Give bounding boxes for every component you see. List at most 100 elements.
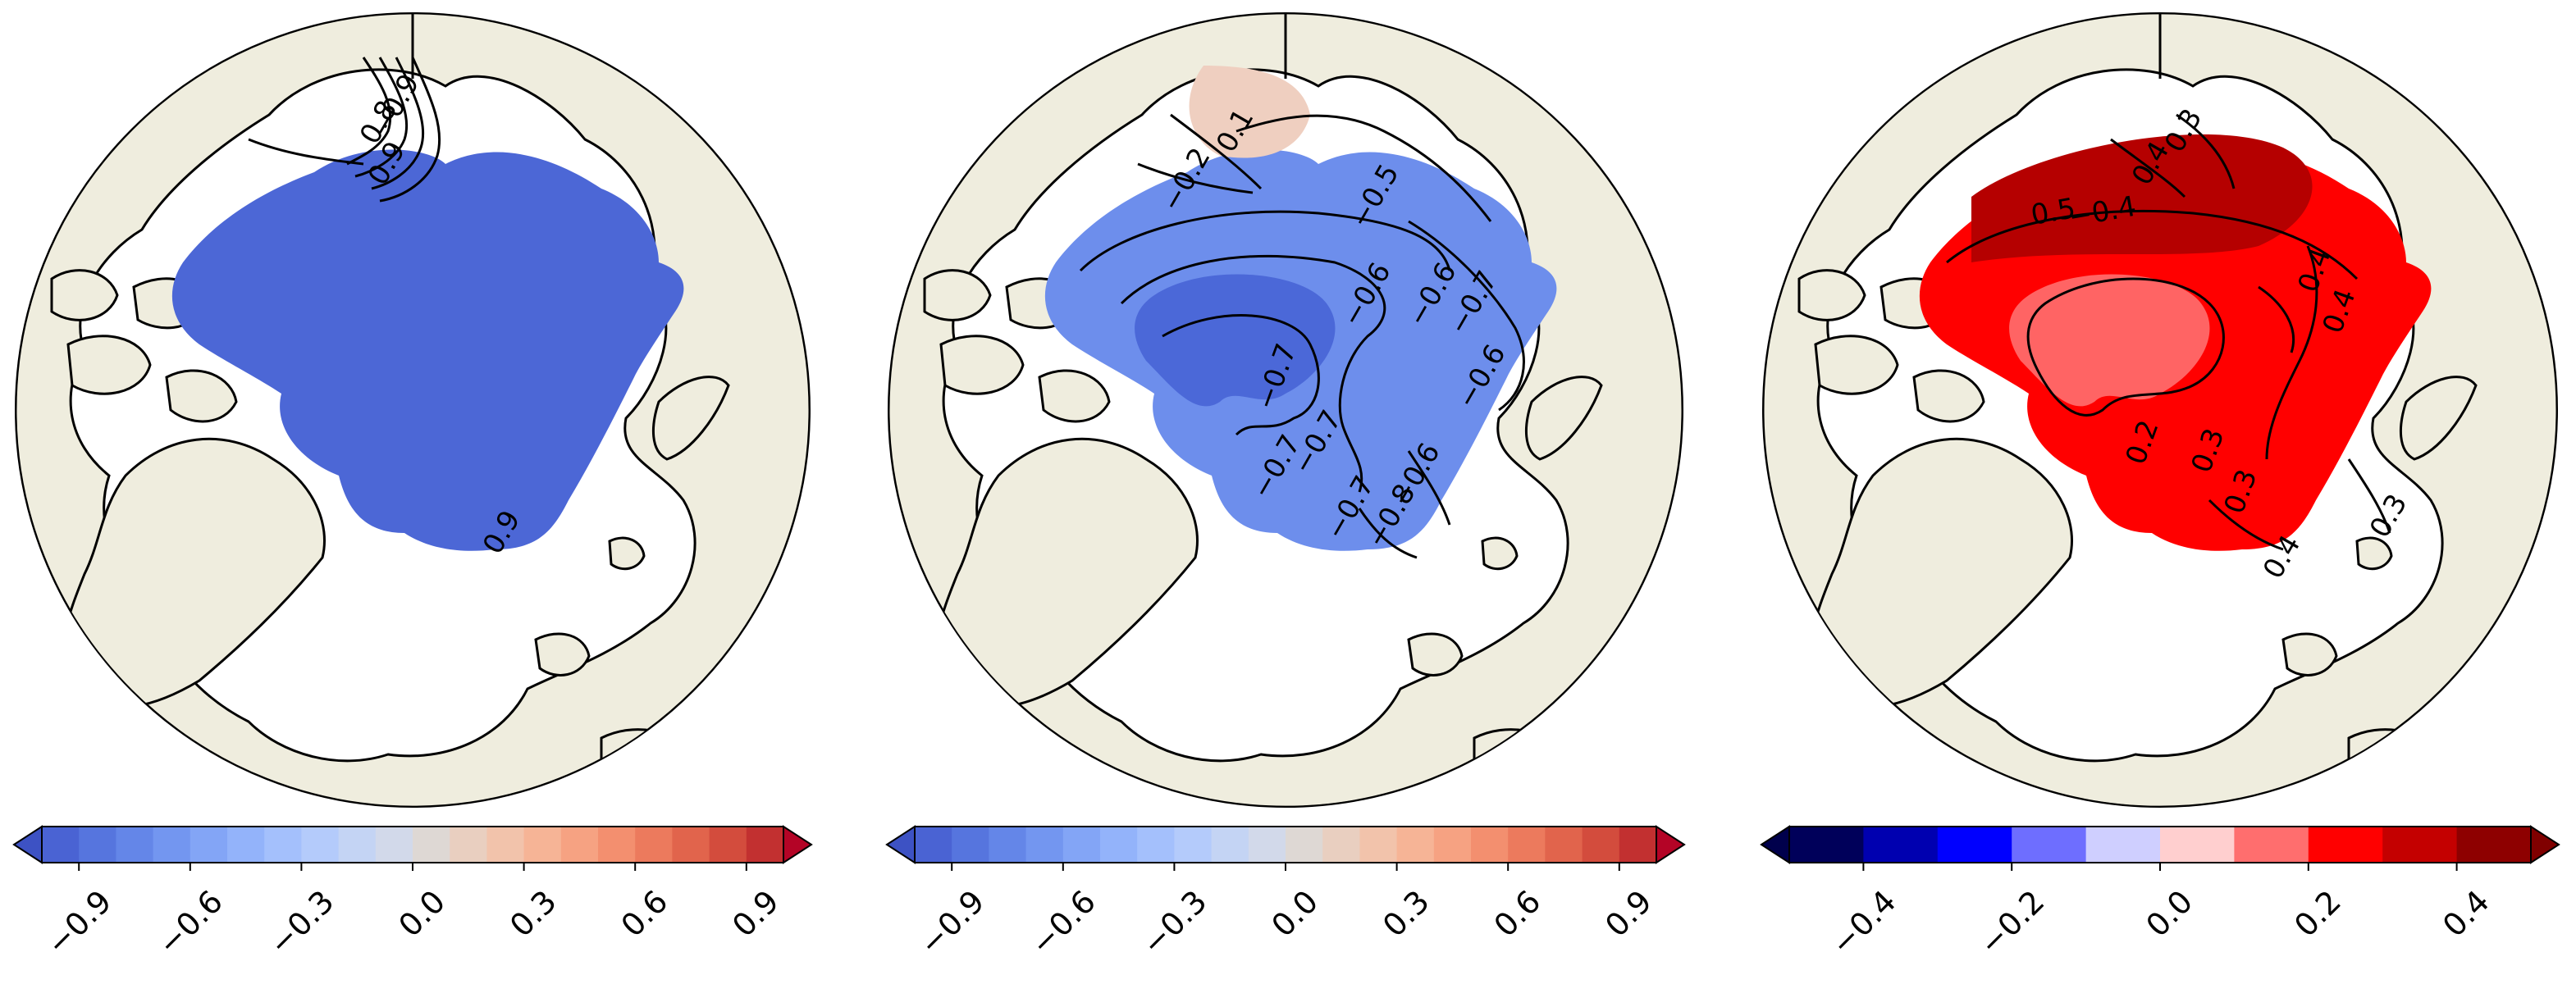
colorbar-segment bbox=[2234, 827, 2309, 863]
contour-label: 0.5 bbox=[2029, 192, 2078, 232]
colorbar-tick-label: 0.6 bbox=[1487, 883, 1548, 944]
colorbar-segment bbox=[1211, 827, 1249, 863]
map-panel-1: 0.80.9−0.90.9 bbox=[15, 12, 811, 808]
colorbar-segment bbox=[153, 827, 191, 863]
colorbar-2: −0.9 −0.6 −0.3 0.0 0.3 0.6 0.9 bbox=[885, 825, 1686, 962]
colorbar-under-arrow bbox=[12, 825, 43, 864]
colorbar-segment bbox=[79, 827, 116, 863]
colorbar-segment bbox=[413, 827, 450, 863]
colorbar-segment bbox=[1359, 827, 1398, 863]
colorbar-1: −0.9 −0.6 −0.3 0.0 0.3 0.6 0.9 bbox=[12, 825, 813, 962]
colorbar-over-arrow bbox=[2530, 825, 2560, 864]
colorbar-segment bbox=[264, 827, 302, 863]
colorbar-segment bbox=[2085, 827, 2161, 863]
contour-line bbox=[1137, 162, 1254, 194]
colorbar-over-arrow bbox=[1656, 825, 1686, 864]
colorbar-tick-label: 0.6 bbox=[614, 883, 675, 944]
colorbar-segment bbox=[1789, 827, 1864, 863]
colorbar-segment bbox=[375, 827, 413, 863]
colorbar-tick-label: 0.3 bbox=[503, 883, 564, 944]
colorbar-segment bbox=[1137, 827, 1175, 863]
colorbar-segment bbox=[1619, 827, 1657, 863]
contour-line bbox=[2176, 113, 2236, 189]
colorbar-segment bbox=[1100, 827, 1138, 863]
colorbar-segment bbox=[2382, 827, 2458, 863]
colorbar-segment bbox=[1322, 827, 1360, 863]
map-boundary bbox=[15, 12, 811, 808]
contour-line bbox=[248, 138, 364, 166]
colorbar-tick-label: 0.9 bbox=[1598, 883, 1659, 944]
colorbar-segment bbox=[598, 827, 636, 863]
colorbar-segment bbox=[42, 827, 80, 863]
contour-line bbox=[2208, 499, 2284, 551]
contour-line bbox=[1407, 450, 1451, 526]
colorbar-segment bbox=[709, 827, 747, 863]
filled-core bbox=[2009, 274, 2210, 407]
contour-line bbox=[1946, 210, 2359, 280]
colorbar-segment bbox=[915, 827, 952, 863]
colorbar-segment bbox=[523, 827, 562, 863]
colorbar-segment bbox=[190, 827, 228, 863]
map-boundary bbox=[1762, 12, 2558, 808]
colorbar-segment bbox=[2308, 827, 2383, 863]
colorbar-tick-label: −0.4 bbox=[1824, 883, 1902, 962]
map-panel-2: −0.5−0.6−0.70.1−0.2−0.6−0.7−0.7 −0.6−0.7−… bbox=[888, 12, 1683, 808]
colorbar-tick-label: 0.0 bbox=[2139, 883, 2199, 944]
filled-core bbox=[1135, 274, 1336, 407]
filled-field bbox=[171, 149, 684, 551]
contour-line bbox=[1235, 114, 1492, 222]
contour-line bbox=[2026, 277, 2225, 417]
filled-rim bbox=[1971, 134, 2313, 262]
colorbar-segment bbox=[227, 827, 265, 863]
colorbar-segment bbox=[338, 827, 377, 863]
colorbar-segment bbox=[1062, 827, 1101, 863]
colorbar-segment bbox=[301, 827, 340, 863]
colorbar-segment bbox=[989, 827, 1027, 863]
colorbar-segment bbox=[1174, 827, 1213, 863]
contour-line bbox=[2258, 285, 2295, 353]
colorbar-segment bbox=[1863, 827, 1939, 863]
contour-line bbox=[1162, 314, 1320, 436]
colorbar-segment bbox=[672, 827, 710, 863]
contour-line bbox=[354, 57, 409, 178]
colorbar-segment bbox=[635, 827, 673, 863]
colorbar-tick-label: −0.6 bbox=[1024, 883, 1103, 962]
colorbar-segment bbox=[560, 827, 599, 863]
colorbar-tick-label: −0.9 bbox=[39, 883, 118, 962]
colorbar-segment bbox=[116, 827, 154, 863]
map-boundary bbox=[888, 12, 1683, 808]
colorbar-segment bbox=[486, 827, 525, 863]
contour-line bbox=[379, 57, 441, 203]
colorbar-tick-label: −0.3 bbox=[262, 883, 340, 962]
colorbar-segment bbox=[1471, 827, 1509, 863]
contour-line bbox=[2347, 458, 2391, 534]
colorbar-under-arrow bbox=[1760, 825, 1790, 864]
contour-line bbox=[1120, 254, 1386, 493]
contour-line bbox=[1358, 508, 1418, 559]
contour-line bbox=[1408, 220, 1525, 412]
colorbar-tick-label: 0.2 bbox=[2287, 883, 2348, 944]
colorbar-tick-label: −0.6 bbox=[151, 883, 230, 962]
colorbar-tick-label: 0.0 bbox=[391, 883, 452, 944]
colorbar-segment bbox=[1545, 827, 1583, 863]
colorbar-segment bbox=[1433, 827, 1472, 863]
colorbar-under-arrow bbox=[885, 825, 916, 864]
colorbar-segment bbox=[1508, 827, 1546, 863]
colorbar-segment bbox=[746, 827, 784, 863]
colorbar-tick-label: 0.0 bbox=[1264, 883, 1325, 944]
colorbar-over-arrow bbox=[783, 825, 813, 864]
colorbar-segment bbox=[1248, 827, 1286, 863]
colorbar-3: −0.4 −0.2 0.0 0.2 0.4 bbox=[1760, 825, 2560, 962]
contour-line bbox=[2110, 138, 2186, 198]
colorbar-segment bbox=[1396, 827, 1435, 863]
colorbar-segment bbox=[952, 827, 989, 863]
contour-line bbox=[1079, 210, 1451, 272]
colorbar-segment bbox=[1937, 827, 2012, 863]
colorbar-segment bbox=[2160, 827, 2235, 863]
colorbar-tick-label: 0.9 bbox=[725, 883, 786, 944]
map-panel-3: 0.30.40.5−0.40.40.2 0.30.30.40.40.3 bbox=[1762, 12, 2558, 808]
contour-line bbox=[371, 57, 425, 190]
colorbar-tick-label: −0.2 bbox=[1972, 883, 2051, 962]
colorbar-segment bbox=[1286, 827, 1323, 863]
